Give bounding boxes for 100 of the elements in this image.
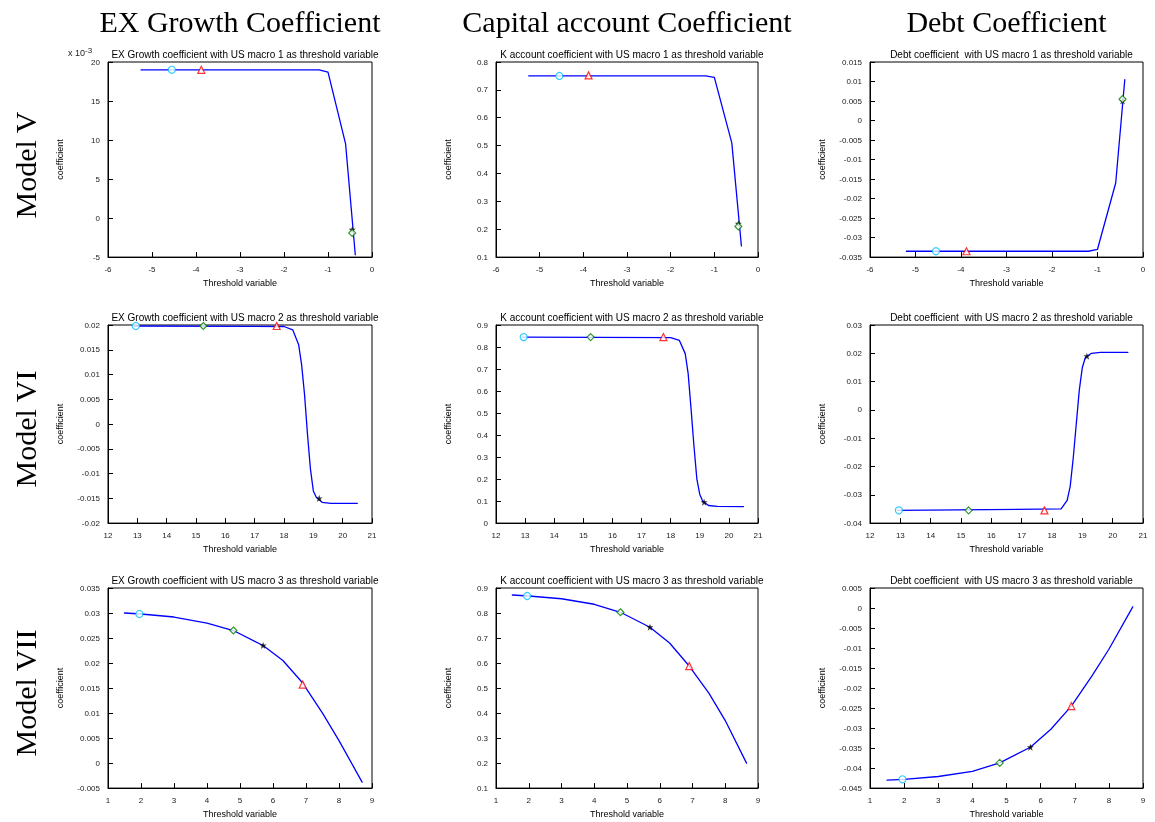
- y-tick-label: -0.02: [843, 194, 863, 204]
- y-tick-label: 0.015: [79, 345, 101, 355]
- y-tick-label: 0.025: [79, 633, 101, 643]
- y-tick-label: -0.025: [839, 703, 863, 713]
- y-tick-label: -0.015: [77, 493, 101, 503]
- x-axis-title: Threshold variable: [202, 277, 278, 288]
- y-tick-label: -0.02: [843, 683, 863, 693]
- x-tick-label: 14: [549, 530, 560, 540]
- x-tick-label: -4: [957, 264, 966, 274]
- x-tick-label: -6: [866, 264, 875, 274]
- x-tick-label: 17: [1017, 530, 1027, 540]
- y-tick-label: 0.6: [476, 658, 489, 668]
- x-tick-label: 6: [270, 795, 276, 805]
- y-tick-label: 0.5: [476, 683, 489, 693]
- y-tick-label: 0.4: [476, 708, 489, 718]
- x-tick-label: 14: [926, 530, 936, 540]
- y-tick-label: 0.01: [84, 708, 101, 718]
- x-tick-label: 5: [624, 795, 630, 805]
- y-tick-label: 0.3: [476, 196, 489, 206]
- y-axis-title: coefficient: [816, 667, 827, 709]
- y-tick-label: -0.035: [839, 252, 863, 262]
- y-axis-title: coefficient: [54, 138, 65, 180]
- x-tick-label: 0: [369, 264, 375, 274]
- y-tick-label: 0.02: [84, 320, 101, 330]
- y-tick-label: -0.005: [77, 783, 101, 793]
- y-tick-label: -5: [92, 252, 101, 262]
- x-tick-label: 21: [367, 530, 377, 540]
- x-tick-label: 19: [1077, 530, 1088, 540]
- y-tick-label: 0.02: [846, 348, 863, 358]
- x-tick-label: 9: [369, 795, 375, 805]
- y-tick-label: 0.005: [841, 96, 863, 106]
- x-tick-label: 5: [1004, 795, 1010, 805]
- y-axis-title: coefficient: [54, 403, 65, 445]
- y-tick-label: 0.01: [846, 377, 863, 387]
- y-tick-label: 0.2: [476, 474, 489, 484]
- x-tick-label: 2: [138, 795, 144, 805]
- y-tick-label: -0.03: [843, 233, 863, 243]
- x-tick-label: 18: [279, 530, 289, 540]
- x-tick-label: -6: [492, 264, 501, 274]
- y-tick-label: 0.4: [476, 168, 489, 178]
- chart-title: K account coefficient with US macro 3 as threshold variable: [500, 574, 765, 586]
- x-tick-label: 21: [753, 530, 763, 540]
- x-tick-label: -5: [911, 264, 920, 274]
- y-tick-label: 0.9: [476, 320, 489, 330]
- y-axis-title: coefficient: [442, 403, 453, 445]
- text: Capital account Coefficient: [461, 4, 793, 40]
- y-tick-label: 20: [91, 57, 101, 67]
- y-tick-label: 0.6: [476, 113, 489, 123]
- y-tick-label: 0.01: [84, 370, 101, 380]
- x-axis-title: Threshold variable: [969, 543, 1044, 554]
- y-tick-label: 0.8: [476, 608, 489, 618]
- y-tick-label: 0.8: [476, 342, 489, 352]
- chart-title: EX Growth coefficient with US macro 2 as threshold variable: [111, 311, 380, 323]
- x-tick-label: 13: [520, 530, 531, 540]
- chart-title: Debt coefficient with US macro 2 as threshold variable: [890, 311, 1134, 323]
- x-tick-label: 13: [132, 530, 143, 540]
- text: Model V: [9, 111, 43, 218]
- x-tick-label: -4: [192, 264, 201, 274]
- chart-title: K account coefficient with US macro 1 as threshold variable: [500, 48, 765, 60]
- y-tick-label: 0.1: [476, 252, 489, 262]
- x-tick-label: 21: [1138, 530, 1148, 540]
- x-axis-title: Threshold variable: [589, 543, 665, 554]
- y-tick-label: -0.035: [839, 743, 863, 753]
- text: Model VII: [9, 629, 43, 757]
- x-tick-label: -2: [1048, 264, 1057, 274]
- x-tick-label: 16: [220, 530, 231, 540]
- y-tick-label: 0.03: [846, 320, 863, 330]
- y-tick-label: 0: [857, 603, 863, 613]
- y-tick-label: 0.9: [476, 583, 489, 593]
- x-axis-title: Threshold variable: [589, 808, 665, 819]
- y-tick-label: 0.005: [79, 394, 101, 404]
- y-tick-label: 0.5: [476, 408, 489, 418]
- x-tick-label: 12: [103, 530, 113, 540]
- x-tick-label: 18: [1047, 530, 1057, 540]
- x-tick-label: 20: [724, 530, 734, 540]
- y-tick-label: 0.035: [79, 583, 101, 593]
- y-tick-label: 0.4: [476, 430, 489, 440]
- x-tick-label: 18: [666, 530, 676, 540]
- chart-title: Debt coefficient with US macro 1 as threshold variable: [890, 48, 1134, 60]
- x-tick-label: -6: [104, 264, 113, 274]
- y-tick-label: -0.03: [843, 490, 863, 500]
- chart-title: EX Growth coefficient with US macro 1 as threshold variable: [111, 48, 380, 60]
- y-axis-title: coefficient: [54, 667, 65, 709]
- x-tick-label: 3: [559, 795, 565, 805]
- x-tick-label: 7: [1072, 795, 1078, 805]
- x-tick-label: 16: [986, 530, 997, 540]
- x-tick-label: 4: [970, 795, 976, 805]
- y-tick-label: -0.02: [81, 518, 101, 528]
- y-tick-label: 0.3: [476, 452, 489, 462]
- x-tick-label: 12: [865, 530, 875, 540]
- x-tick-label: 1: [493, 795, 499, 805]
- y-tick-label: 0.01: [846, 77, 863, 87]
- y-tick-label: 0.005: [841, 583, 863, 593]
- x-tick-label: -1: [1093, 264, 1102, 274]
- y-axis-title: coefficient: [816, 403, 827, 445]
- x-tick-label: 8: [723, 795, 729, 805]
- y-tick-label: 0.2: [476, 758, 489, 768]
- y-tick-label: -0.04: [843, 763, 863, 773]
- x-tick-label: 17: [250, 530, 260, 540]
- x-axis-title: Threshold variable: [589, 277, 665, 288]
